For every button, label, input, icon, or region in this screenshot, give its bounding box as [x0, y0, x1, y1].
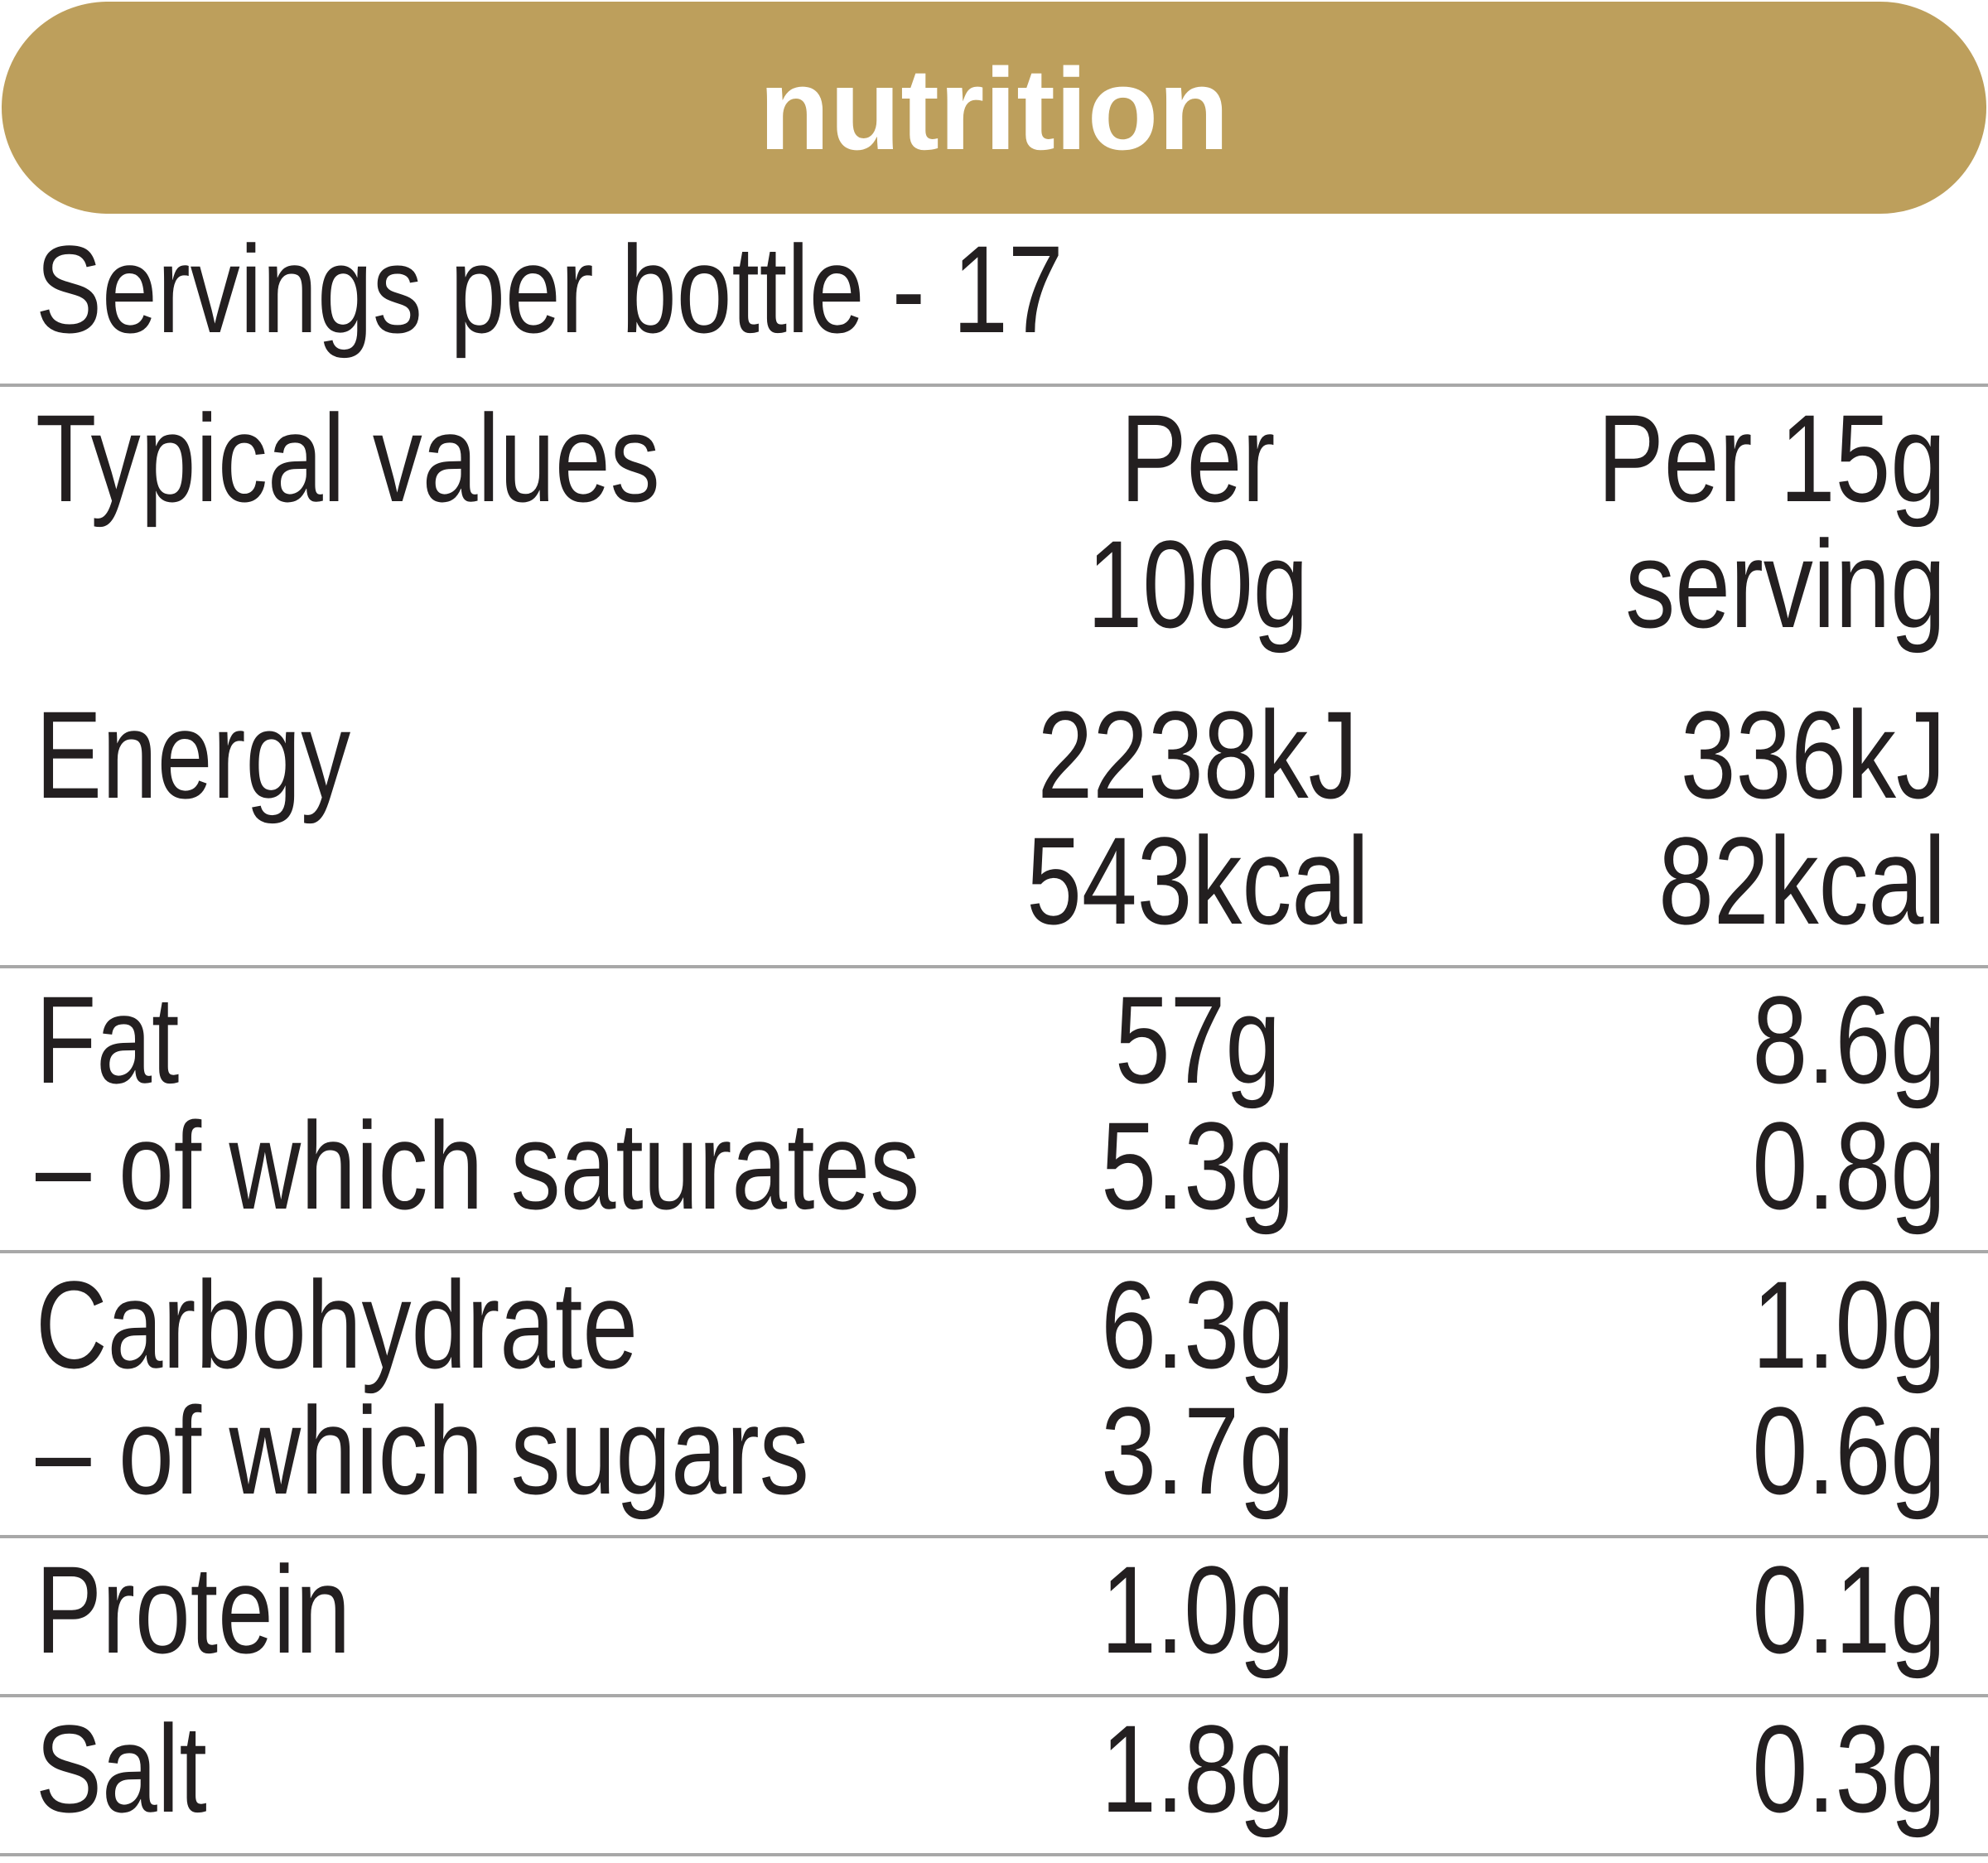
- column-header: Per 15g: [1598, 389, 1946, 528]
- value-per-100g: 1.0g: [1101, 1540, 1295, 1679]
- value-per-serving: 336kJ: [1681, 685, 1946, 824]
- nutrient-label: Salt: [36, 1699, 207, 1838]
- header-band: [2, 2, 1986, 214]
- value-per-serving: 1.0g: [1752, 1255, 1946, 1394]
- column-header: serving: [1625, 514, 1946, 654]
- value-per-100g: 543kcal: [1026, 811, 1369, 950]
- column-header: 100g: [1088, 514, 1309, 654]
- value-per-100g: 1.8g: [1101, 1699, 1295, 1838]
- value-per-serving: 82kcal: [1658, 811, 1946, 950]
- nutrient-label: Fat: [36, 970, 179, 1109]
- column-header: Per: [1121, 389, 1276, 528]
- header-title: nutrition: [759, 44, 1229, 174]
- nutrient-label: Energy: [36, 685, 350, 824]
- nutrient-label: – of which saturates: [36, 1096, 919, 1235]
- nutrient-label: Carbohydrate: [36, 1255, 638, 1394]
- nutrient-label: – of which sugars: [36, 1381, 809, 1520]
- servings: Servings per bottle - 17: [36, 220, 1064, 359]
- value-per-serving: 8.6g: [1752, 970, 1946, 1109]
- value-per-100g: 6.3g: [1101, 1255, 1295, 1394]
- value-per-serving: 0.3g: [1752, 1699, 1946, 1838]
- value-per-serving: 0.8g: [1752, 1096, 1946, 1235]
- value-per-100g: 57g: [1115, 970, 1281, 1109]
- column-header: Typical values: [36, 389, 660, 528]
- value-per-serving: 0.1g: [1752, 1540, 1946, 1679]
- value-per-100g: 2238kJ: [1038, 685, 1358, 824]
- value-per-100g: 3.7g: [1101, 1381, 1295, 1520]
- value-per-serving: 0.6g: [1752, 1381, 1946, 1520]
- value-per-100g: 5.3g: [1101, 1096, 1295, 1235]
- nutrient-label: Protein: [36, 1540, 350, 1679]
